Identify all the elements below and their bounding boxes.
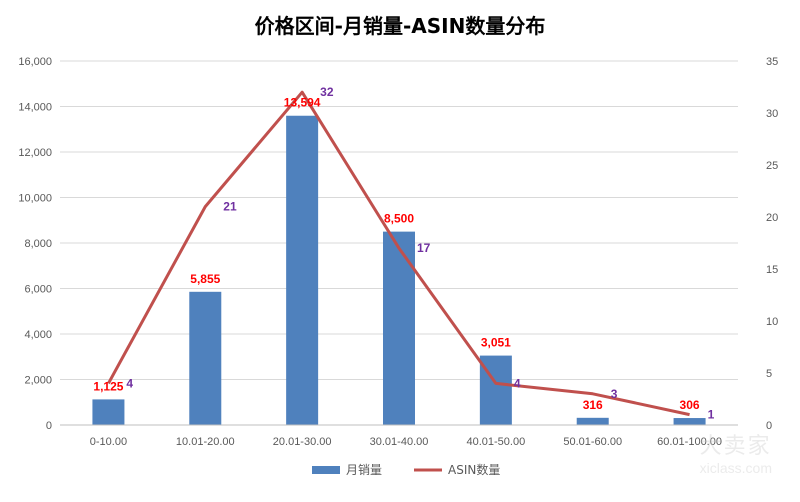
y-left-tick-label: 4,000 — [24, 329, 52, 341]
chart-title: 价格区间-月销量-ASIN数量分布 — [254, 14, 546, 38]
y-right-tick-label: 0 — [766, 420, 772, 432]
bar-data-label: 5,855 — [190, 272, 220, 286]
bar — [92, 399, 125, 425]
axes: 0 2,000 4,000 6,000 8,000 10,000 12,000 14,000 1… — [18, 56, 778, 448]
y-left-tick-label: 14,000 — [18, 102, 52, 114]
line-series — [107, 90, 690, 417]
bar-data-label: 316 — [583, 398, 603, 412]
line-path — [107, 90, 690, 417]
y-left-tick-label: 10,000 — [18, 193, 52, 205]
x-tick-label: 40.01-50.00 — [466, 436, 525, 448]
watermark-cn: 大卖家 — [699, 434, 772, 459]
y-right-tick-label: 30 — [766, 108, 778, 120]
line-data-label: 3 — [611, 387, 618, 401]
line-data-label: 4 — [126, 376, 133, 390]
x-tick-label: 0-10.00 — [90, 436, 127, 448]
bar-data-label: 1,125 — [93, 379, 123, 393]
line-data-label: 4 — [514, 376, 521, 390]
y-right-tick-label: 20 — [766, 212, 778, 224]
x-tick-label: 50.01-60.00 — [563, 436, 622, 448]
y-right-tick-label: 35 — [766, 56, 778, 68]
x-tick-label: 60.01-100.00 — [657, 436, 722, 448]
legend: 月销量 ASIN数量 — [312, 462, 500, 477]
line-data-label: 21 — [223, 200, 237, 214]
x-tick-label: 20.01-30.00 — [273, 436, 332, 448]
bar-data-label: 13,594 — [284, 96, 321, 110]
bar — [383, 231, 415, 425]
bar-data-label: 306 — [680, 398, 700, 412]
bar — [673, 418, 706, 425]
line-data-label: 1 — [708, 408, 715, 422]
y-right-tick-label: 15 — [766, 264, 778, 276]
line-data-label: 32 — [320, 85, 334, 99]
y-left-tick-label: 8,000 — [24, 238, 52, 250]
y-left-tick-label: 12,000 — [18, 147, 52, 159]
legend-label-line: ASIN数量 — [448, 462, 500, 477]
y-right-tick-label: 25 — [766, 160, 778, 172]
y-left-tick-label: 6,000 — [24, 284, 52, 296]
y-right-tick-label: 10 — [766, 316, 778, 328]
x-tick-label: 30.01-40.00 — [370, 436, 429, 448]
y-left-tick-label: 0 — [46, 420, 52, 432]
legend-label-bar: 月销量 — [346, 463, 382, 477]
y-right-tick-label: 5 — [766, 368, 772, 380]
watermark: 大卖家 xiclass.com — [700, 428, 772, 476]
bar — [189, 291, 222, 425]
bar — [286, 115, 319, 425]
bar-data-label: 8,500 — [384, 212, 414, 226]
y-left-tick-label: 16,000 — [18, 56, 52, 68]
x-tick-label: 10.01-20.00 — [176, 436, 235, 448]
bar — [576, 417, 609, 425]
y-left-tick-label: 2,000 — [24, 375, 52, 387]
line-data-label: 17 — [417, 241, 431, 255]
legend-swatch-bar — [312, 466, 340, 474]
bar-data-label: 3,051 — [481, 336, 511, 350]
watermark-en: xiclass.com — [699, 460, 772, 476]
bar-series — [92, 115, 706, 425]
data-labels: 1,125 5,855 13,594 8,500 3,051 316 306 4 21 32 17 4… — [93, 85, 714, 421]
